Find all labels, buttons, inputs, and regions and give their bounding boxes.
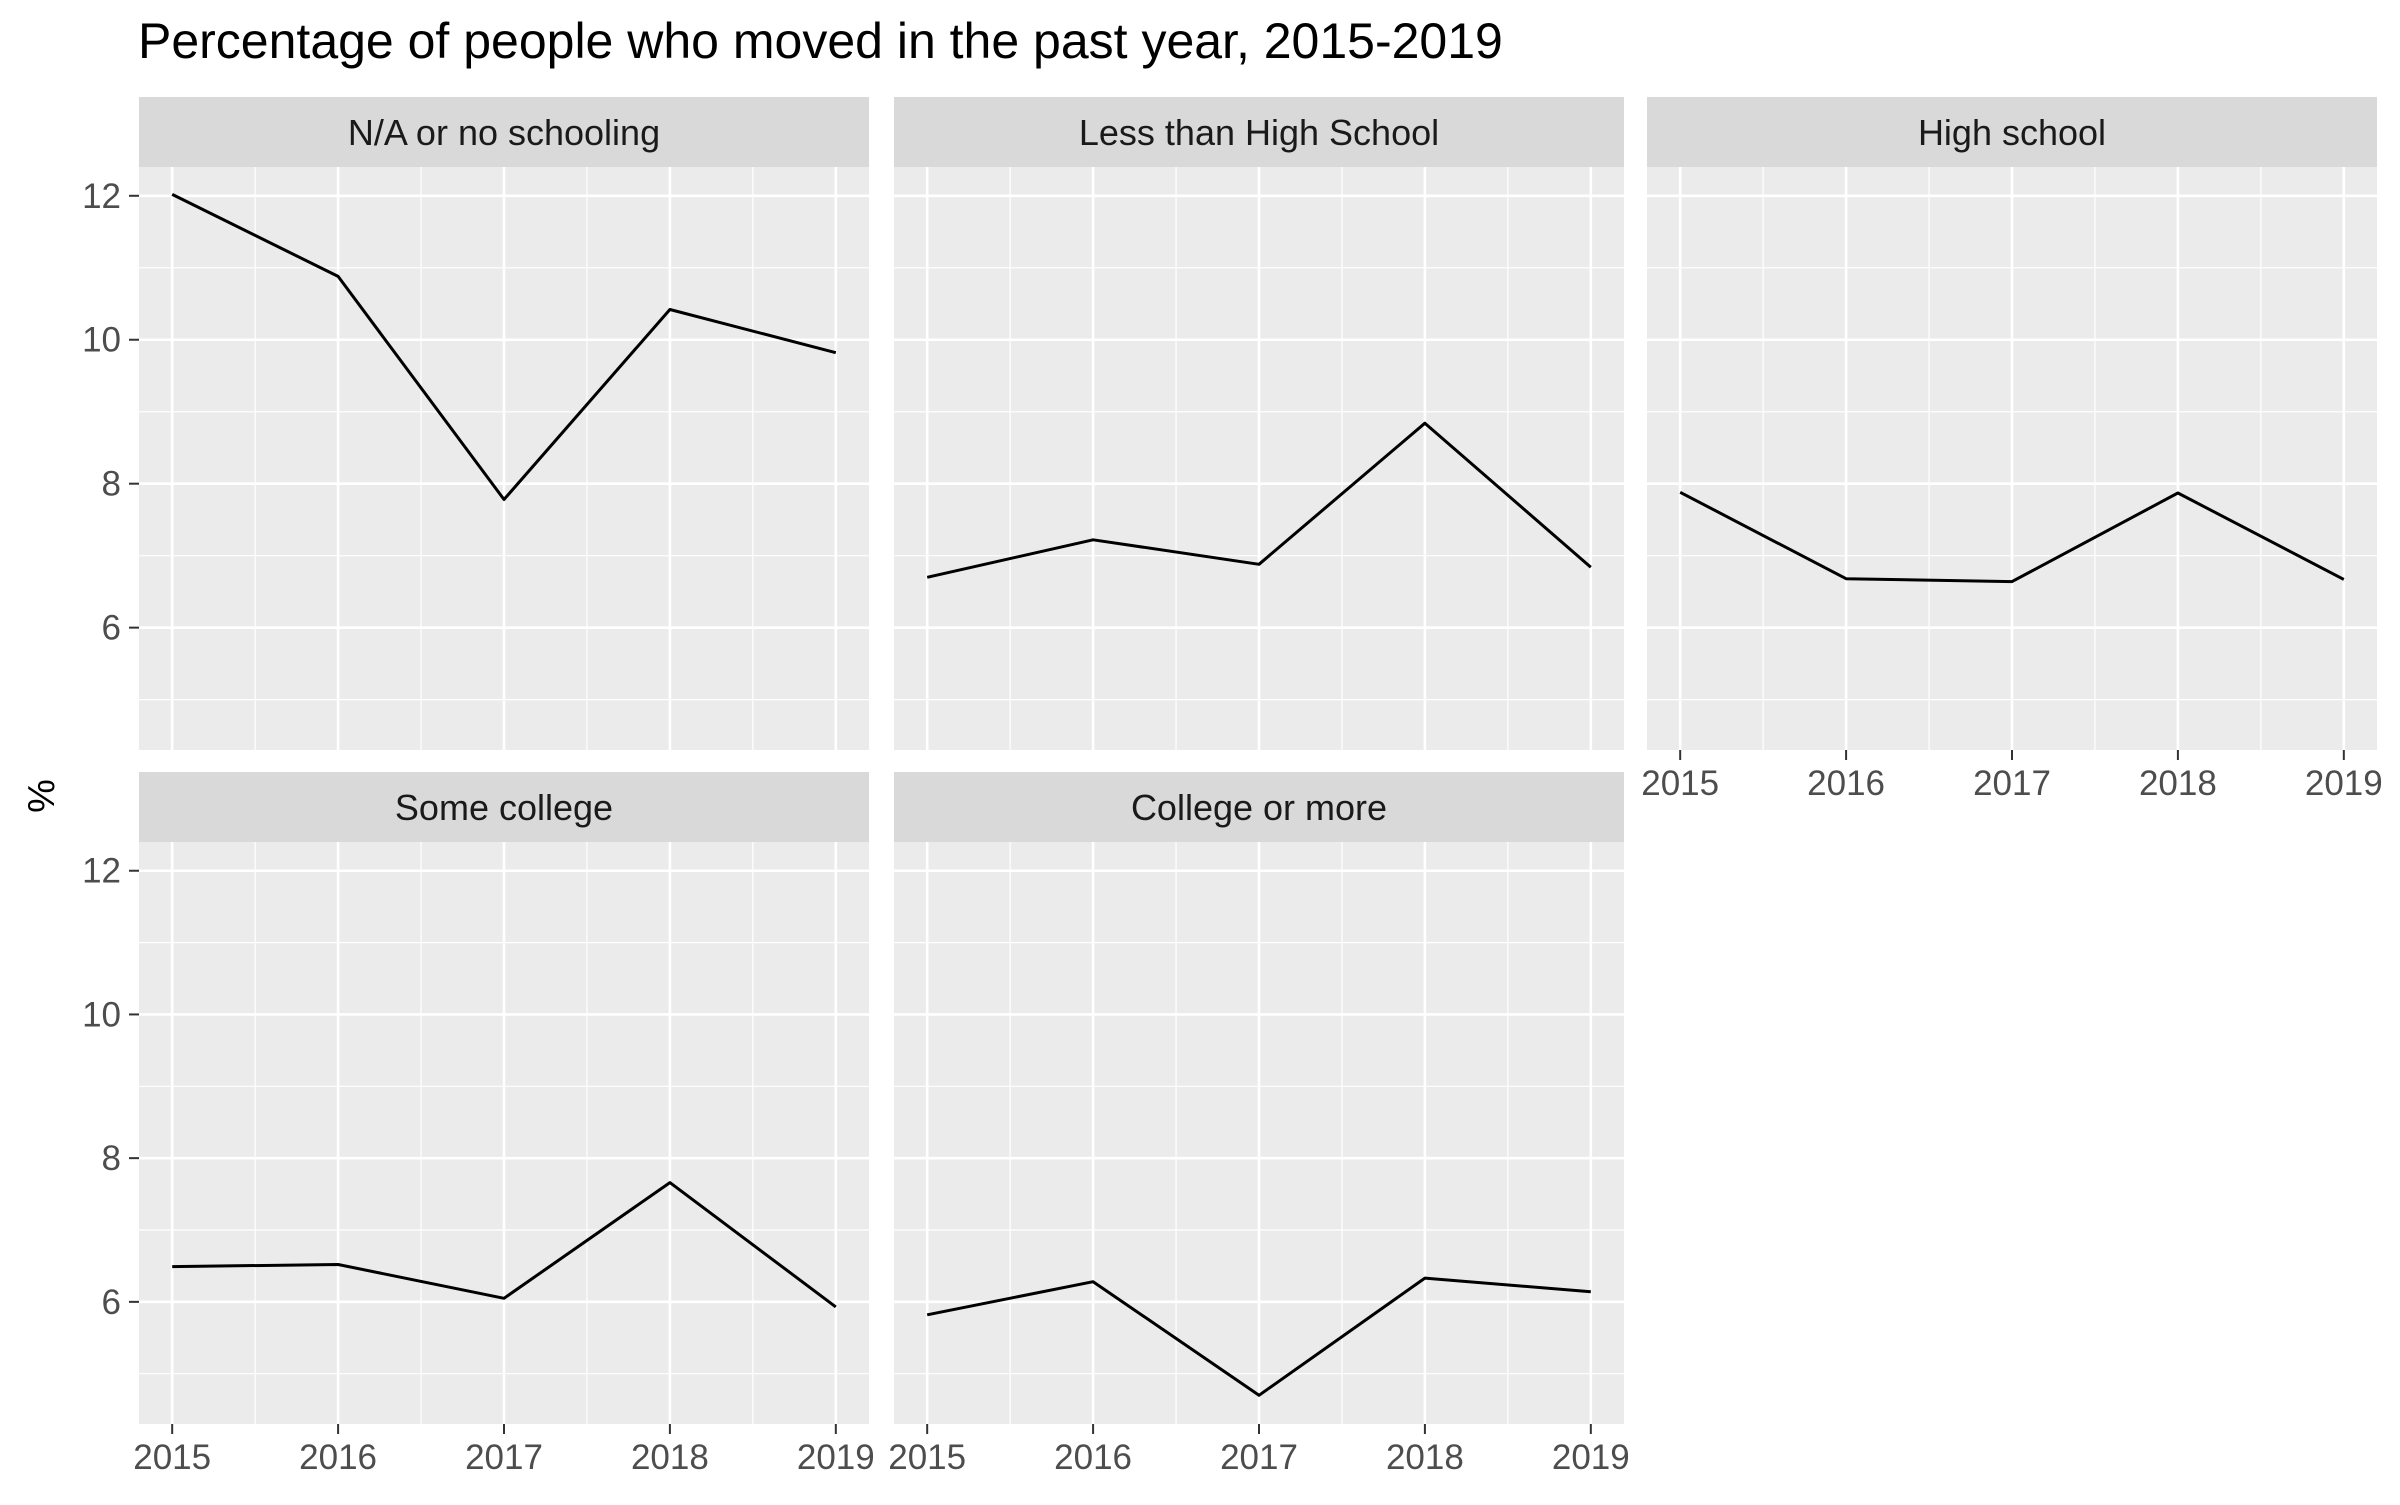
data-point [2176, 491, 2180, 495]
data-point [336, 274, 340, 278]
data-point [1589, 565, 1593, 569]
x-tick-label: 2018 [631, 1438, 709, 1477]
data-point [1423, 1276, 1427, 1280]
data-point [502, 498, 506, 502]
facet-panel: N/A or no schooling 6 8 10 12 [82, 97, 869, 750]
x-tick-label: 2018 [1386, 1438, 1464, 1477]
series-line [1679, 490, 2345, 584]
series-line [926, 421, 1592, 579]
x-tick-label: 2017 [465, 1438, 543, 1477]
data-point [1423, 421, 1427, 425]
y-tick-label: 6 [102, 609, 121, 648]
data-point [925, 575, 929, 579]
series-line [172, 1181, 837, 1309]
facet-strip-label: High school [1918, 112, 2106, 153]
data-point [1589, 1290, 1593, 1294]
data-point [1091, 1280, 1095, 1284]
data-point [1257, 1393, 1261, 1397]
y-tick-label: 10 [82, 321, 121, 360]
data-point [170, 1265, 174, 1269]
x-tick-label: 2019 [797, 1438, 875, 1477]
data-point [170, 192, 174, 196]
data-point [1844, 577, 1848, 581]
data-point [668, 1181, 672, 1185]
chart-title: Percentage of people who moved in the pa… [138, 13, 1503, 69]
data-point [834, 1305, 838, 1309]
facet-panels: N/A or no schooling 6 8 10 12 Less than High … [82, 97, 2383, 1477]
y-axis-label: % [21, 779, 63, 813]
x-tick-label: 2016 [1807, 764, 1885, 803]
facet-strip-label: Some college [395, 787, 613, 828]
facet-strip [139, 97, 869, 167]
facet-strip [894, 97, 1624, 167]
y-tick-label: 8 [102, 465, 121, 504]
x-tick-label: 2016 [299, 1438, 377, 1477]
x-tick-label: 2017 [1973, 764, 2051, 803]
x-tick-label: 2019 [2305, 764, 2383, 803]
data-point [1091, 538, 1095, 542]
facet-panel: Some college 6 8 10 12 2015 2016 2017 2018 2019 [82, 772, 875, 1477]
x-tick-label: 2015 [888, 1438, 966, 1477]
facet-strip-label: N/A or no schooling [348, 112, 660, 153]
data-point [1257, 562, 1261, 566]
data-point [668, 308, 672, 312]
facet-strip-label: Less than High School [1079, 112, 1439, 153]
facet-strip-label: College or more [1131, 787, 1387, 828]
facet-panel: High school 2015 2016 2017 2018 2019 [1641, 97, 2383, 803]
x-tick-label: 2017 [1220, 1438, 1298, 1477]
series-line [926, 1276, 1591, 1397]
facet-panel: College or more 2015 2016 2017 2018 2019 [888, 772, 1630, 1477]
data-point [502, 1296, 506, 1300]
facet-strip [139, 772, 869, 842]
data-point [2342, 577, 2346, 581]
y-tick-label: 8 [102, 1139, 121, 1178]
data-point [336, 1262, 340, 1266]
y-tick-label: 12 [82, 852, 121, 891]
facet-panel: Less than High School [894, 97, 1624, 750]
facet-strip [1647, 97, 2377, 167]
facet-strip [894, 772, 1624, 842]
y-tick-label: 6 [102, 1283, 121, 1322]
x-tick-label: 2015 [1641, 764, 1719, 803]
x-tick-label: 2015 [133, 1438, 211, 1477]
x-tick-label: 2016 [1054, 1438, 1132, 1477]
x-tick-label: 2019 [1552, 1438, 1630, 1477]
x-tick-label: 2018 [2139, 764, 2217, 803]
data-point [2010, 580, 2014, 584]
data-point [834, 351, 838, 355]
data-point [1678, 490, 1682, 494]
y-tick-label: 10 [82, 995, 121, 1034]
data-point [925, 1313, 929, 1317]
y-tick-label: 12 [82, 177, 121, 216]
series-line [171, 193, 837, 501]
